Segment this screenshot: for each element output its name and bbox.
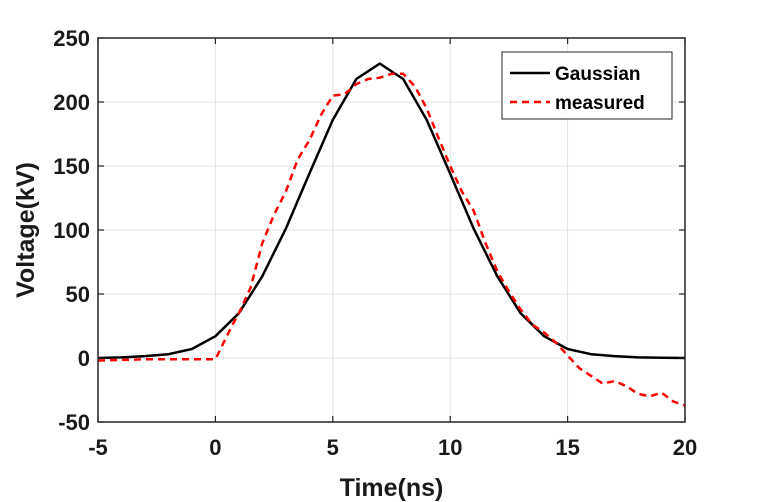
y-tick-label: -50 <box>58 410 90 435</box>
x-tick-label: 0 <box>209 435 221 460</box>
legend: Gaussian measured <box>501 51 673 120</box>
y-tick-labels: -50 0 50 100 150 200 250 <box>53 26 90 435</box>
legend-label-measured: measured <box>555 93 645 114</box>
x-tick-label: 10 <box>438 435 462 460</box>
series-lines <box>97 62 686 407</box>
y-tick-label: 200 <box>53 90 90 115</box>
legend-box <box>501 51 673 120</box>
x-tick-label: 20 <box>673 435 697 460</box>
y-tick-label: 250 <box>53 26 90 51</box>
y-tick-label: 0 <box>78 346 90 371</box>
x-tick-label: 15 <box>555 435 579 460</box>
series-line-gaussian <box>97 62 686 360</box>
x-tick-label: -5 <box>88 435 108 460</box>
y-axis-label: Voltage(kV) <box>12 162 40 298</box>
legend-label-gaussian: Gaussian <box>555 64 641 85</box>
axis-ticks <box>97 37 686 423</box>
y-tick-label: 100 <box>53 218 90 243</box>
y-tick-label: 150 <box>53 154 90 179</box>
y-tick-label: 50 <box>66 282 90 307</box>
x-tick-label: 5 <box>327 435 339 460</box>
x-axis-label: Time(ns) <box>340 474 444 502</box>
x-tick-labels: -5 0 5 10 15 20 <box>88 435 697 460</box>
